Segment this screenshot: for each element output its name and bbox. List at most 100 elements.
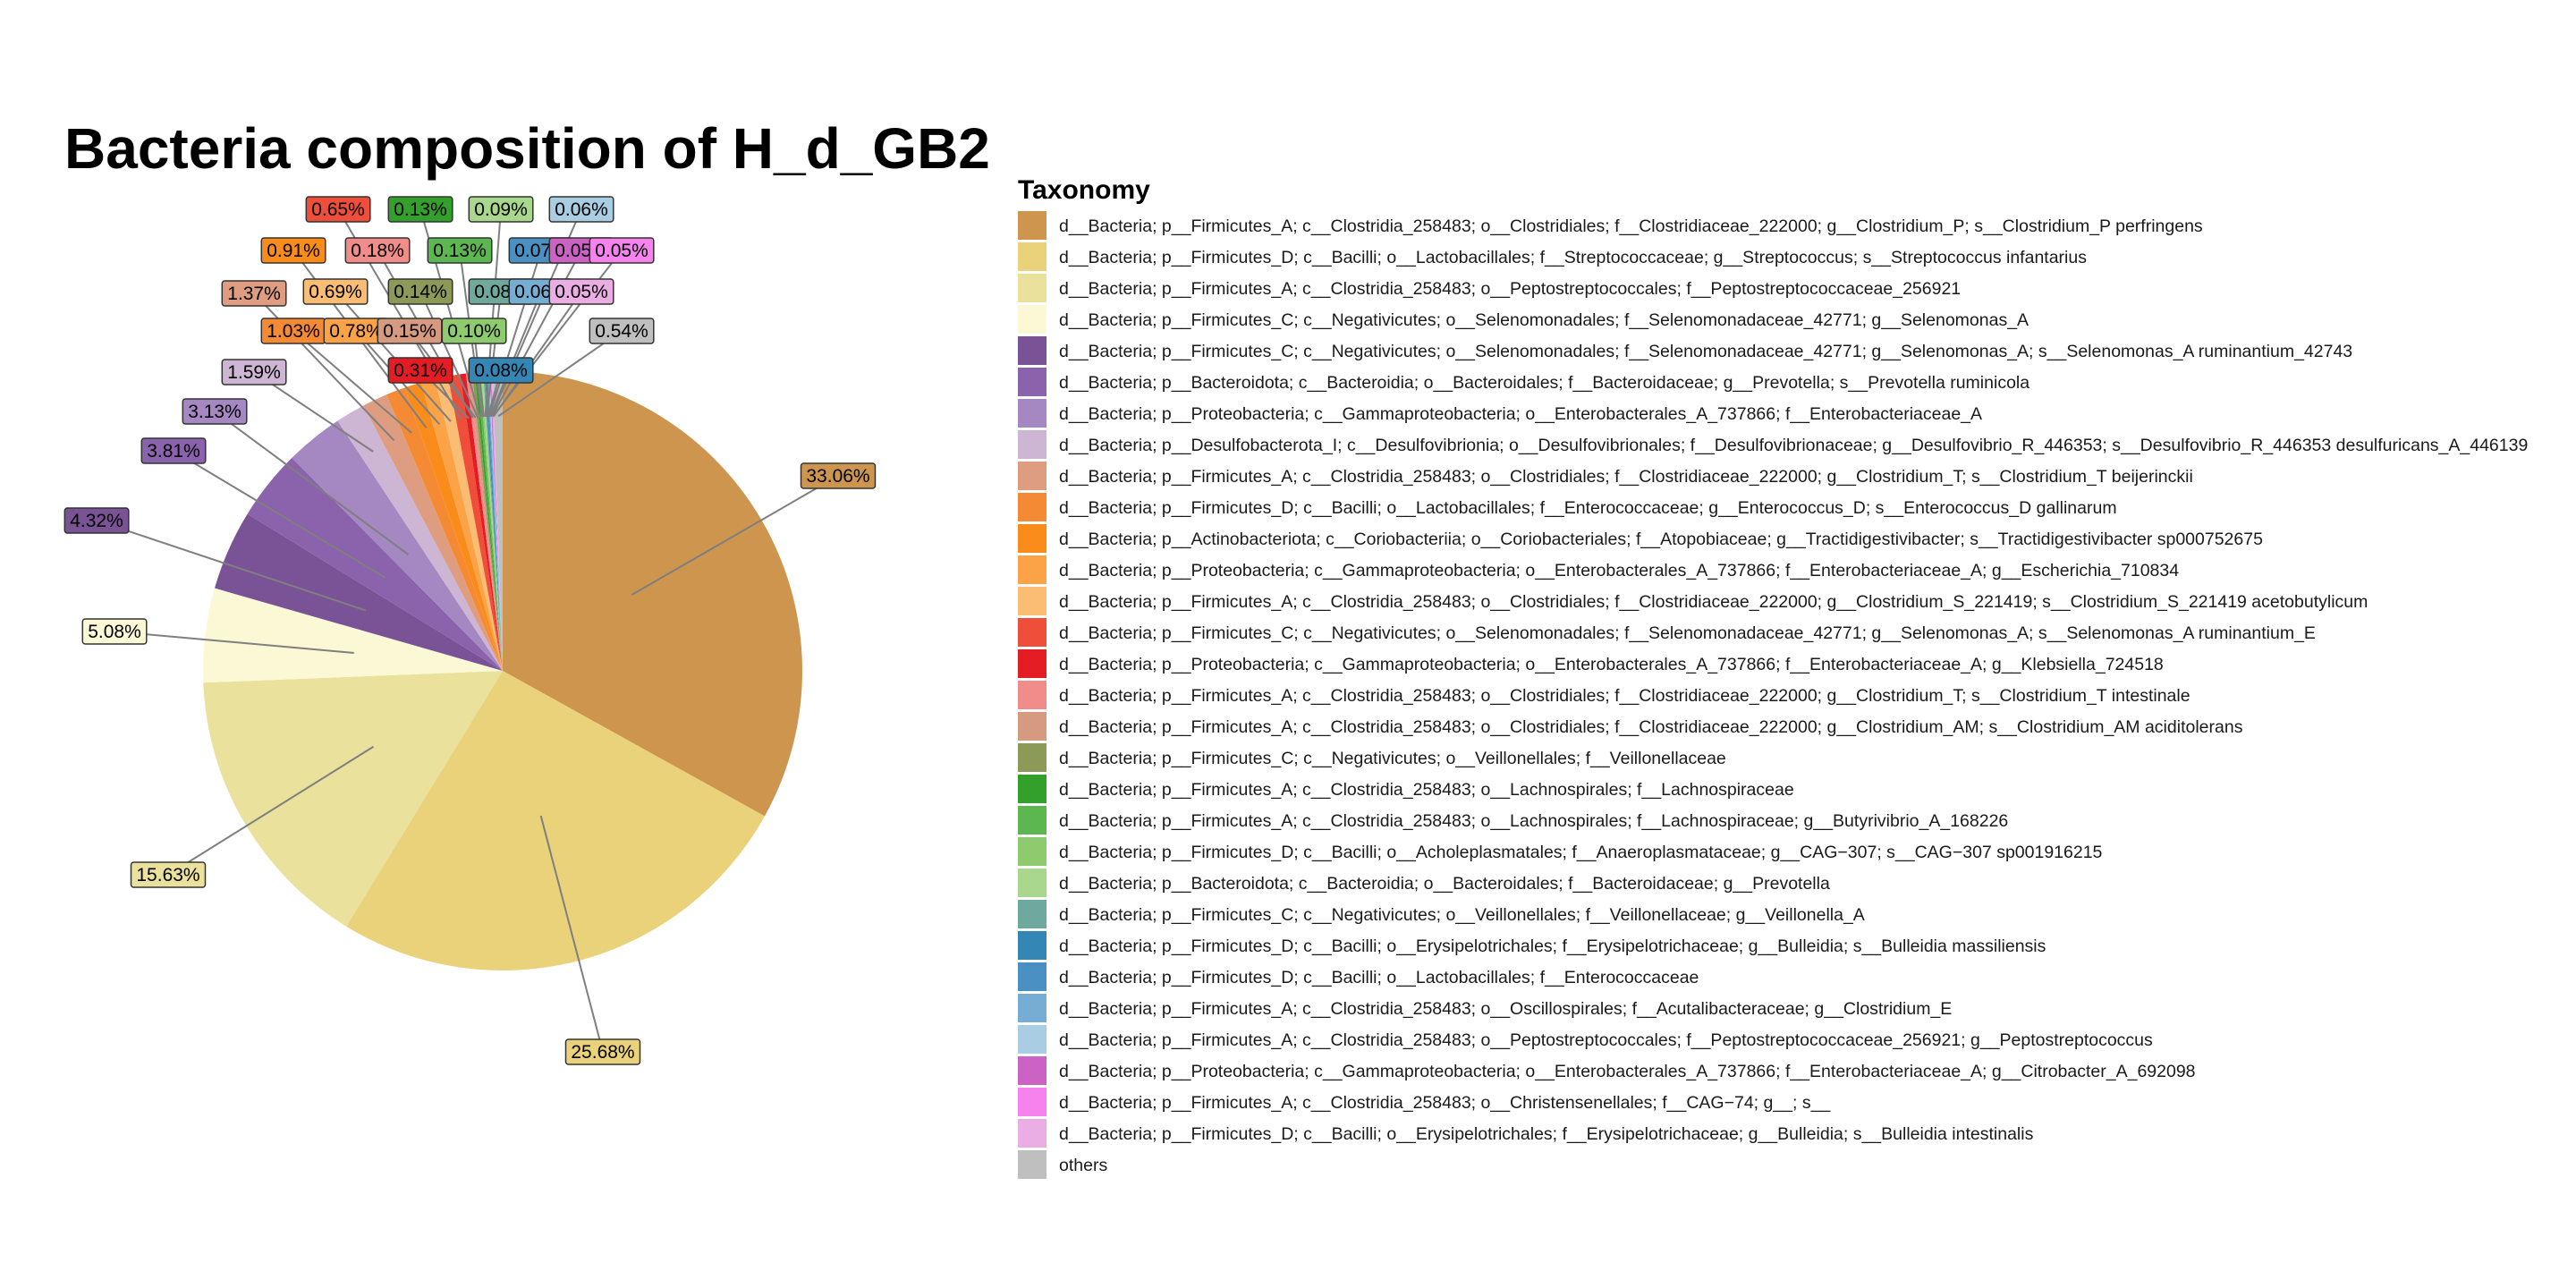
legend-entry: d__Bacteria; p__Desulfobacterota_I; c__D… xyxy=(1059,436,2528,455)
slice-label-box xyxy=(260,237,326,264)
leader-line xyxy=(631,475,839,596)
legend-key xyxy=(1018,493,1046,521)
legend-entry: d__Bacteria; p__Firmicutes_D; c__Bacilli… xyxy=(1059,1124,2034,1144)
pie-slice xyxy=(337,405,503,671)
slice-label: 3.81% xyxy=(147,441,200,462)
slice-label-box xyxy=(548,196,614,223)
legend-entry: d__Bacteria; p__Firmicutes_C; c__Negativ… xyxy=(1059,310,2029,330)
slice-label: 1.37% xyxy=(227,284,281,304)
leader-line xyxy=(419,291,479,419)
legend-key xyxy=(1018,399,1046,428)
legend-title: Taxonomy xyxy=(1018,175,1150,205)
legend-key xyxy=(1018,869,1046,897)
legend-entry: d__Bacteria; p__Actinobacteriota; c__Cor… xyxy=(1059,530,2263,549)
pie-slice xyxy=(488,371,503,671)
pie-slice xyxy=(471,372,503,671)
legend-key xyxy=(1018,712,1046,741)
legend-key xyxy=(1018,242,1046,271)
leader-line xyxy=(96,520,367,612)
leader-line xyxy=(167,745,375,876)
leader-line xyxy=(489,291,542,417)
leader-line xyxy=(539,815,604,1053)
legend-key xyxy=(1018,649,1046,678)
slice-label: 0.13% xyxy=(433,241,487,261)
pie-slice xyxy=(486,371,503,671)
legend-key xyxy=(1018,336,1046,365)
legend-key xyxy=(1018,274,1046,302)
slice-label-box xyxy=(589,237,655,264)
slice-label: 0.10% xyxy=(447,321,501,342)
pie-slice xyxy=(203,671,503,927)
leader-line xyxy=(486,291,502,417)
legend-key xyxy=(1018,775,1046,803)
legend-entry: d__Bacteria; p__Firmicutes_A; c__Clostri… xyxy=(1059,279,1961,299)
pie-slices xyxy=(202,371,802,970)
slice-label: 0.54% xyxy=(595,321,648,342)
leader-line xyxy=(491,250,582,417)
legend-key xyxy=(1018,211,1046,240)
legend-entry: d__Bacteria; p__Bacteroidota; c__Bactero… xyxy=(1059,874,1830,894)
legend-key xyxy=(1018,743,1046,772)
leader-line xyxy=(292,330,412,434)
legend-key xyxy=(1018,994,1046,1022)
slice-label: 0.05% xyxy=(595,241,648,261)
legend-entry: d__Bacteria; p__Proteobacteria; c__Gamma… xyxy=(1059,1062,2196,1081)
legend-entry: d__Bacteria; p__Firmicutes_D; c__Bacilli… xyxy=(1059,498,2117,518)
slice-label-box xyxy=(140,437,207,464)
slice-label: 0.78% xyxy=(329,321,383,342)
pie-slice xyxy=(465,373,503,671)
pie-slice xyxy=(435,376,503,671)
legend: Taxonomy d__Bacteria; p__Firmicutes_A; c… xyxy=(1018,175,2528,1179)
leader-line xyxy=(173,450,386,579)
slice-label-box xyxy=(548,278,614,305)
legend-key xyxy=(1018,837,1046,866)
legend-key xyxy=(1018,368,1046,396)
legend-key xyxy=(1018,430,1046,459)
slice-label-box xyxy=(344,237,411,264)
pie-slice xyxy=(487,371,503,671)
pie-slice xyxy=(503,371,802,817)
pie-slice xyxy=(460,373,503,671)
leader-line xyxy=(335,291,452,422)
slice-label: 0.91% xyxy=(267,241,320,261)
slice-label-box xyxy=(81,618,148,645)
legend-entry: d__Bacteria; p__Firmicutes_C; c__Negativ… xyxy=(1059,342,2352,361)
slice-label-box xyxy=(564,1038,641,1065)
legend-entry: d__Bacteria; p__Firmicutes_A; c__Clostri… xyxy=(1059,717,2243,737)
slice-label-box xyxy=(221,280,287,307)
slice-label: 0.31% xyxy=(394,360,447,381)
slice-label: 0.05% xyxy=(555,282,608,302)
legend-entry: others xyxy=(1059,1156,1107,1175)
legend-entry: d__Bacteria; p__Firmicutes_C; c__Negativ… xyxy=(1059,749,1726,768)
slice-label-box xyxy=(468,196,534,223)
legend-entry: d__Bacteria; p__Bacteroidota; c__Bactero… xyxy=(1059,373,2029,393)
legend-key xyxy=(1018,618,1046,647)
pie-slice xyxy=(489,371,503,671)
legend-key xyxy=(1018,1056,1046,1085)
leader-line xyxy=(114,631,354,654)
slice-label: 25.68% xyxy=(571,1042,634,1063)
slice-label-box xyxy=(130,861,207,888)
pie-slice xyxy=(447,374,503,671)
legend-key xyxy=(1018,681,1046,709)
slice-label: 0.13% xyxy=(394,199,447,220)
pie-slice xyxy=(215,513,503,671)
legend-entry: d__Bacteria; p__Firmicutes_A; c__Clostri… xyxy=(1059,592,2368,612)
legend-entry: d__Bacteria; p__Firmicutes_A; c__Clostri… xyxy=(1059,467,2193,487)
legend-key xyxy=(1018,806,1046,835)
slice-label-box xyxy=(387,357,453,384)
slice-label: 33.06% xyxy=(806,466,869,487)
leader-line xyxy=(497,330,623,418)
legend-key xyxy=(1018,524,1046,553)
pie-slice xyxy=(479,371,503,671)
pie-slice xyxy=(469,372,503,671)
slice-label: 15.63% xyxy=(136,865,199,886)
slice-label: 0.18% xyxy=(351,241,404,261)
slice-label-box xyxy=(221,359,287,386)
pie-slice xyxy=(484,371,503,671)
leader-lines xyxy=(96,208,839,1053)
legend-entry: d__Bacteria; p__Firmicutes_D; c__Bacilli… xyxy=(1059,843,2103,862)
slice-label: 1.59% xyxy=(227,362,281,383)
slice-label: 5.08% xyxy=(88,622,141,642)
